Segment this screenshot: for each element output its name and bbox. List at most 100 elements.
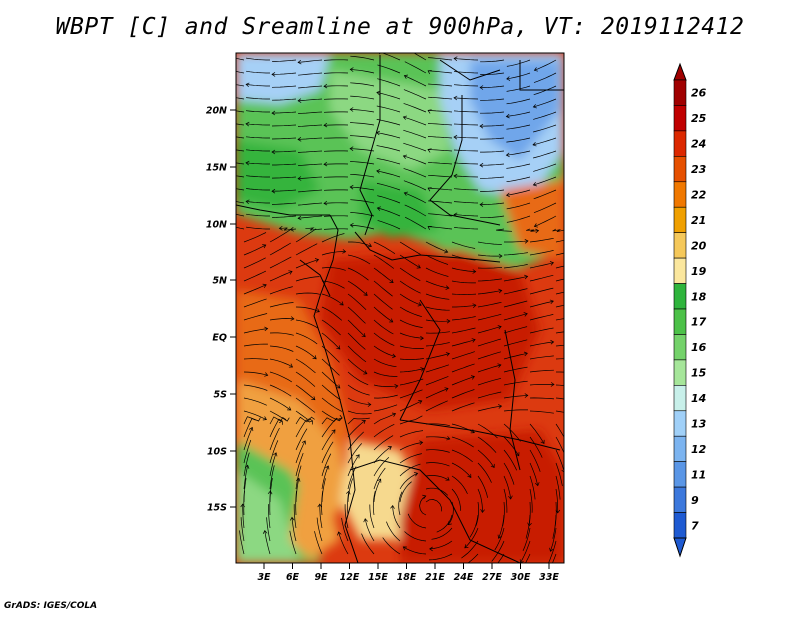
streamline (464, 527, 479, 549)
streamline (269, 371, 292, 383)
streamline (477, 364, 501, 373)
streamline (376, 92, 401, 100)
streamline (321, 371, 341, 389)
streamline (529, 436, 543, 458)
streamline (373, 280, 393, 297)
streamline (496, 228, 513, 232)
streamline (520, 540, 531, 563)
streamline (506, 137, 531, 143)
streamline (506, 176, 531, 183)
streamline (477, 475, 488, 498)
streamline (529, 384, 555, 386)
streamline (236, 70, 245, 74)
streamline (243, 343, 268, 347)
streamline (295, 345, 317, 360)
streamline-arrowhead (323, 161, 328, 167)
streamline-arrowhead (506, 76, 511, 81)
streamline (503, 252, 528, 256)
streamline (525, 553, 531, 563)
streamline (529, 274, 554, 282)
streamline-arrowhead (402, 115, 407, 120)
streamline (295, 332, 318, 345)
field-patch (290, 480, 340, 560)
streamline (399, 241, 421, 255)
streamline-arrowhead (446, 318, 451, 324)
streamline (246, 70, 270, 74)
streamline-arrowhead (323, 200, 328, 206)
streamline (451, 423, 475, 434)
streamline-arrowhead (427, 70, 432, 75)
streamline (246, 226, 270, 230)
streamline (376, 119, 401, 126)
streamline-arrowhead (315, 308, 320, 313)
streamline (467, 553, 479, 563)
streamline (243, 371, 268, 376)
streamline (243, 328, 268, 334)
streamline-arrowhead (535, 228, 540, 234)
streamline-arrowhead (221, 53, 225, 57)
streamline-arrowhead (549, 261, 555, 266)
streamline (529, 250, 554, 256)
streamline (236, 226, 245, 230)
colorbar: 26 25 24 23 22 21 20 19 18 17 16 15 14 13 12 11 9 7 (673, 62, 707, 558)
streamline (428, 162, 453, 165)
streamline (338, 531, 349, 555)
streamline (298, 59, 323, 63)
colorbar-top-arrow (673, 62, 687, 81)
streamline (243, 418, 256, 438)
streamline (295, 371, 316, 387)
streamline (555, 304, 564, 308)
streamline (373, 423, 395, 438)
streamline (350, 109, 375, 113)
streamline (453, 110, 479, 113)
country-borders (236, 55, 564, 563)
streamline-arrowhead (249, 426, 254, 432)
streamline (556, 371, 564, 373)
streamline (236, 201, 245, 204)
streamline (503, 423, 521, 442)
streamline (236, 162, 245, 165)
streamline (403, 103, 427, 113)
streamline-arrowhead (505, 113, 510, 119)
streamline-arrowhead (403, 191, 408, 196)
streamline-arrowhead (363, 291, 368, 296)
streamline (376, 105, 401, 113)
streamline (373, 254, 395, 269)
streamline (533, 150, 557, 159)
streamline (506, 98, 531, 105)
streamline (555, 331, 564, 334)
streamline (425, 353, 450, 360)
streamline-arrowhead (472, 303, 477, 308)
streamline (350, 148, 375, 152)
lon-tick-label: 15E (368, 572, 388, 583)
streamline-arrowhead (403, 74, 408, 79)
colorbar-swatch (673, 257, 687, 284)
colorbar-swatch (673, 385, 687, 412)
streamline (321, 417, 337, 438)
field-patch (470, 60, 560, 160)
streamline-arrowhead (420, 335, 424, 341)
streamline (453, 97, 479, 100)
streamline (350, 224, 375, 230)
streamline (269, 416, 287, 425)
streamline (503, 300, 528, 308)
streamline (504, 240, 529, 243)
streamline (428, 70, 453, 74)
streamline-arrowhead (508, 495, 513, 500)
streamline (295, 490, 297, 516)
streamline-arrowhead (419, 440, 424, 445)
streamline (268, 504, 271, 529)
streamline-arrowhead (471, 338, 476, 343)
streamline (321, 429, 336, 451)
streamline (373, 457, 390, 477)
streamline (381, 53, 401, 61)
streamline-arrowhead (289, 516, 295, 521)
streamline (347, 417, 370, 425)
streamline (555, 239, 564, 243)
streamline (269, 397, 291, 411)
streamline (555, 410, 564, 413)
streamline-arrowhead (331, 429, 336, 434)
streamline (347, 319, 366, 337)
streamline (529, 287, 554, 295)
streamline-arrowhead (576, 287, 579, 291)
